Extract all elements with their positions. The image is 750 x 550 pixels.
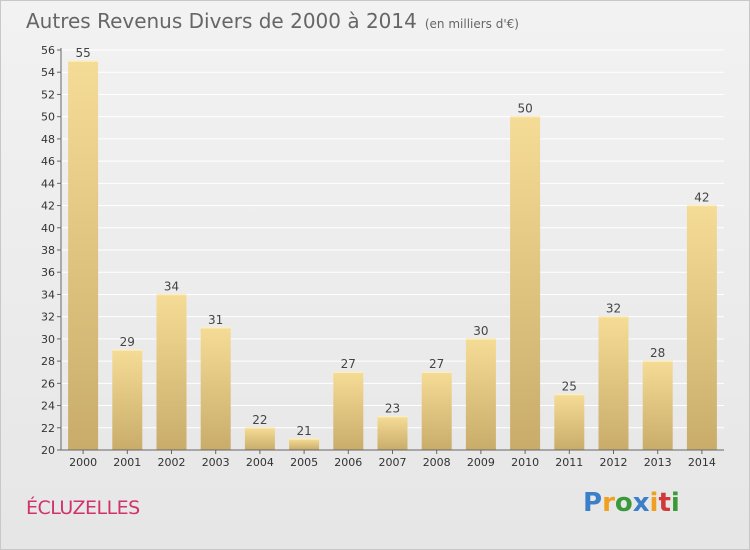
data-label: 50	[517, 102, 532, 116]
y-tick-label: 40	[41, 222, 55, 235]
data-label: 28	[650, 346, 665, 360]
bar	[200, 327, 231, 450]
x-tick-label: 2010	[511, 456, 539, 469]
bar	[289, 438, 320, 450]
logo-letter: P	[583, 488, 603, 518]
y-tick-label: 24	[41, 400, 55, 413]
bar	[686, 205, 717, 450]
x-tick-label: 2002	[158, 456, 186, 469]
x-tick-label: 2011	[555, 456, 583, 469]
chart-subtitle: (en milliers d'€)	[424, 17, 519, 31]
logo-letter: o	[614, 488, 633, 518]
x-tick-label: 2012	[600, 456, 628, 469]
data-label: 27	[341, 357, 356, 371]
y-tick-label: 42	[41, 200, 55, 213]
data-label: 21	[296, 424, 311, 438]
x-tick-label: 2000	[69, 456, 97, 469]
bar	[421, 372, 452, 450]
commune-name: ÉCLUZELLES	[26, 497, 140, 519]
bar	[377, 416, 408, 450]
bar	[333, 372, 364, 450]
y-tick-label: 28	[41, 355, 55, 368]
x-tick-label: 2007	[379, 456, 407, 469]
data-label: 32	[606, 302, 621, 316]
data-label: 22	[252, 413, 267, 427]
data-label: 29	[120, 335, 135, 349]
data-label: 34	[164, 279, 179, 293]
y-tick-label: 48	[41, 133, 55, 146]
x-tick-label: 2006	[334, 456, 362, 469]
x-tick-label: 2009	[467, 456, 495, 469]
x-tick-label: 2001	[113, 456, 141, 469]
y-tick-label: 38	[41, 244, 55, 257]
x-tick-label: 2014	[688, 456, 716, 469]
y-tick-label: 54	[41, 66, 55, 79]
bar	[68, 61, 99, 450]
logo-letter: i	[670, 488, 680, 518]
y-tick-label: 36	[41, 266, 55, 279]
x-tick-label: 2003	[202, 456, 230, 469]
data-label: 55	[75, 46, 90, 60]
y-tick-label: 26	[41, 377, 55, 390]
y-tick-label: 46	[41, 155, 55, 168]
bar	[244, 427, 275, 450]
logo-letter: x	[632, 488, 650, 518]
data-label: 27	[429, 357, 444, 371]
bars	[68, 60, 717, 451]
bar	[598, 316, 629, 450]
bar	[642, 361, 673, 450]
chart-title-text: Autres Revenus Divers de 2000 à 2014	[26, 9, 417, 33]
labels: 55 29 34 31 22 21 27 23 27 30 50 25 32 28 42	[75, 46, 709, 438]
y-tick-label: 32	[41, 311, 55, 324]
y-tick-label: 52	[41, 88, 55, 101]
logo-letter: t	[658, 488, 671, 518]
y-tick-label: 22	[41, 422, 55, 435]
bar	[112, 350, 143, 450]
logo-letter: r	[602, 488, 615, 518]
bar	[156, 294, 187, 450]
data-label: 30	[473, 324, 488, 338]
x-tick-label: 2013	[644, 456, 672, 469]
x-tick-label: 2005	[290, 456, 318, 469]
x-tick-label: 2004	[246, 456, 274, 469]
proxiti-logo: Proxiti	[583, 488, 680, 518]
data-label: 31	[208, 313, 223, 327]
y-tick-label: 30	[41, 333, 55, 346]
logo-letter: i	[649, 488, 659, 518]
bar	[510, 116, 541, 451]
y-tick-label: 44	[41, 177, 55, 190]
bar	[554, 394, 585, 450]
x-tick-label: 2008	[423, 456, 451, 469]
data-label: 25	[562, 379, 577, 393]
y-tick-label: 34	[41, 288, 55, 301]
data-label: 42	[694, 191, 709, 205]
y-tick-label: 20	[41, 444, 55, 457]
axes: 20 22 24 26 28 30 32 34 36 38 40 42 44 46 48 50 52 54 56 20…	[41, 44, 724, 469]
bar	[465, 338, 496, 450]
y-tick-label: 56	[41, 44, 55, 57]
chart-title: Autres Revenus Divers de 2000 à 2014 (en …	[26, 9, 519, 33]
y-tick-label: 50	[41, 111, 55, 124]
data-label: 23	[385, 402, 400, 416]
